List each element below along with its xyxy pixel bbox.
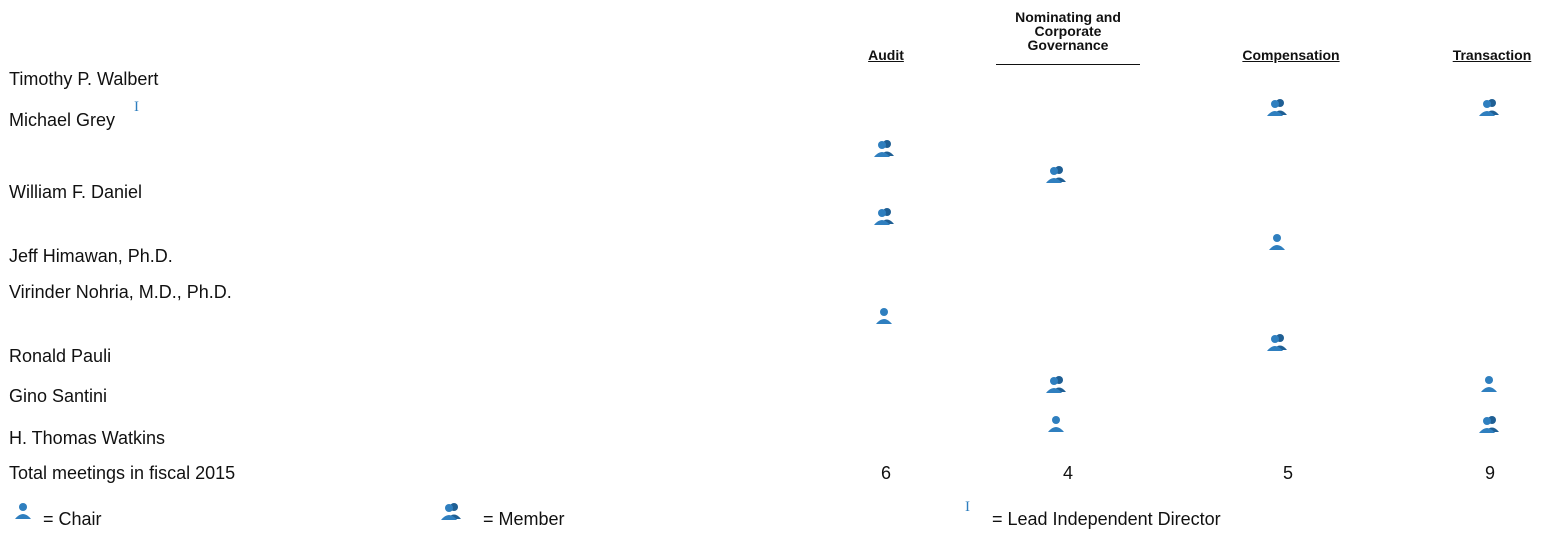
header-transaction: Transaction xyxy=(1452,47,1532,63)
chair-icon xyxy=(873,307,895,325)
director-name: Virinder Nohria, M.D., Ph.D. xyxy=(9,282,232,302)
chair-icon xyxy=(1266,233,1288,251)
member-icon xyxy=(1478,98,1500,116)
member-icon xyxy=(1478,415,1500,433)
director-name: Jeff Himawan, Ph.D. xyxy=(9,246,173,266)
total-nominating: 4 xyxy=(1062,463,1073,483)
header-nominating-line2: Corporate xyxy=(1034,23,1102,39)
member-icon xyxy=(1045,375,1067,393)
legend-member-label: = Member xyxy=(483,509,565,529)
header-nominating: Nominating and Corporate Governance xyxy=(996,10,1140,52)
member-icon xyxy=(1045,165,1067,183)
director-name: William F. Daniel xyxy=(9,182,143,202)
header-nominating-line1: Nominating and xyxy=(1015,9,1121,25)
member-icon xyxy=(873,139,895,157)
legend-member-icon xyxy=(440,502,462,520)
director-name: Ronald Pauli xyxy=(9,346,112,366)
member-icon xyxy=(873,207,895,225)
legend-chair-label: = Chair xyxy=(43,509,102,529)
totals-label: Total meetings in fiscal 2015 xyxy=(9,463,236,483)
legend-lead-independent-director-icon: I xyxy=(965,499,970,515)
lead-independent-director-icon: I xyxy=(134,99,139,115)
header-compensation: Compensation xyxy=(1242,47,1340,63)
total-transaction: 9 xyxy=(1484,463,1495,483)
director-name: Timothy P. Walbert xyxy=(9,69,159,89)
legend-lead-label: = Lead Independent Director xyxy=(992,509,1221,529)
header-nominating-rule xyxy=(996,64,1140,65)
total-audit: 6 xyxy=(880,463,891,483)
director-name: Michael Grey xyxy=(9,110,116,130)
member-icon xyxy=(1266,333,1288,351)
header-audit: Audit xyxy=(868,47,904,63)
total-compensation: 5 xyxy=(1282,463,1293,483)
director-name: H. Thomas Watkins xyxy=(9,428,166,448)
director-name: Gino Santini xyxy=(9,386,108,406)
header-nominating-line3: Governance xyxy=(1027,37,1109,53)
chair-icon xyxy=(1478,375,1500,393)
legend-chair-icon xyxy=(12,502,34,520)
chair-icon xyxy=(1045,415,1067,433)
member-icon xyxy=(1266,98,1288,116)
